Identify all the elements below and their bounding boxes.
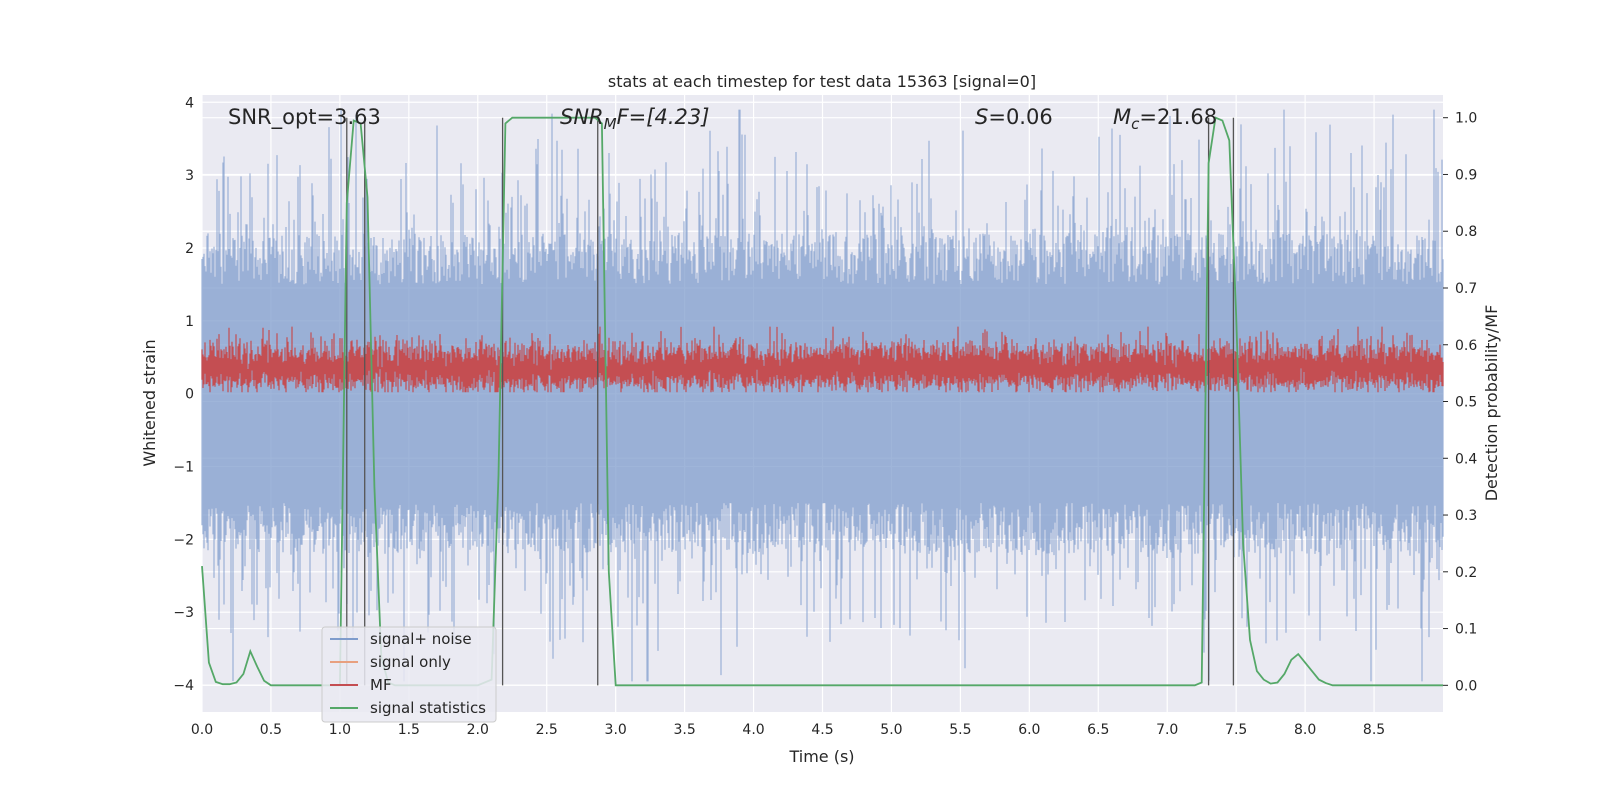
legend-label-signal-only: signal only [370, 653, 451, 671]
y-right-tick-label: 0.2 [1455, 565, 1477, 581]
y-right-axis-label: Detection probability/MF [1482, 305, 1501, 502]
y-left-tick-label: 2 [185, 241, 194, 257]
y-left-tick-label: 3 [185, 168, 194, 184]
y-left-tick-label: −4 [173, 678, 194, 694]
legend-label-signal-statistics: signal statistics [370, 699, 486, 717]
x-tick-label: 4.5 [811, 722, 833, 738]
y-right-tick-label: 0.0 [1455, 678, 1477, 694]
y-left-tick-label: 1 [185, 314, 194, 330]
y-left-tick-label: −1 [173, 460, 194, 476]
s-italic: S [975, 105, 988, 129]
x-tick-label: 1.5 [398, 722, 420, 738]
legend-label-mf: MF [370, 676, 392, 694]
mf-series [201, 326, 1444, 393]
y-right-tick-label: 0.8 [1455, 224, 1477, 240]
y-left-axis-ticks: 4 3 2 1 0 −1 −2 −3 −4 [173, 95, 194, 694]
y-left-tick-label: 0 [185, 387, 194, 403]
x-tick-label: 3.5 [673, 722, 695, 738]
mf-line [201, 326, 1444, 393]
signal-statistics-line [201, 116, 1443, 687]
x-tick-label: 1.0 [329, 722, 351, 738]
x-axis-label: Time (s) [788, 747, 854, 766]
snr-opt-annotation: SNR_opt=3.63 [228, 105, 381, 130]
s-annotation: S=0.06 [975, 105, 1053, 129]
x-tick-label: 8.0 [1294, 722, 1316, 738]
legend-box [321, 626, 497, 723]
x-tick-label: 3.0 [605, 722, 627, 738]
x-tick-label: 0.0 [191, 722, 213, 738]
x-axis-ticks: 0.0 0.5 1.0 1.5 2.0 2.5 3.0 3.5 4.0 4.5 5.0 5.5 6.0 6… [191, 722, 1385, 738]
y-right-tick-label: 0.1 [1455, 622, 1477, 638]
x-tick-label: 2.5 [536, 722, 558, 738]
x-tick-label: 0.5 [260, 722, 282, 738]
snr-mf-annotation: SNRMF=[4.23] [560, 105, 709, 133]
mc-subscript: c [1131, 115, 1140, 133]
legend: signal+ noise signal only MF signal stat… [321, 626, 497, 723]
vertical-markers [346, 117, 1235, 686]
legend-label-signal-noise: signal+ noise [370, 630, 472, 648]
y-right-axis-ticks: 1.0 0.9 0.8 0.7 0.6 0.5 0.4 0.3 0.2 0.1 0.0 [1443, 111, 1477, 694]
y-right-tick-label: 0.5 [1455, 395, 1477, 411]
mc-annotation: Mc=21.68 [1113, 105, 1217, 133]
x-tick-label: 5.0 [880, 722, 902, 738]
y-right-tick-label: 0.4 [1455, 451, 1477, 467]
x-tick-label: 8.5 [1363, 722, 1385, 738]
y-right-tick-label: 1.0 [1455, 111, 1477, 127]
snr-mf-rest: F=[4.23] [617, 105, 710, 129]
x-tick-label: 6.0 [1018, 722, 1040, 738]
y-right-tick-label: 0.3 [1455, 508, 1477, 524]
y-left-tick-label: 4 [185, 95, 194, 111]
snr-mf-main: SNR [560, 105, 604, 129]
snr-mf-subscript: M [604, 115, 617, 133]
y-left-tick-label: −3 [173, 605, 194, 621]
y-right-tick-label: 0.7 [1455, 281, 1477, 297]
x-tick-label: 5.5 [949, 722, 971, 738]
s-rest: =0.06 [988, 105, 1052, 129]
x-tick-label: 7.0 [1156, 722, 1178, 738]
signal-statistics-series [201, 116, 1443, 687]
x-tick-label: 7.5 [1225, 722, 1247, 738]
y-right-tick-label: 0.6 [1455, 338, 1477, 354]
y-right-tick-label: 0.9 [1455, 167, 1477, 183]
y-left-tick-label: −2 [173, 532, 194, 548]
x-tick-label: 2.0 [467, 722, 489, 738]
mc-rest: =21.68 [1139, 105, 1217, 129]
x-tick-label: 6.5 [1087, 722, 1109, 738]
chart-title: stats at each timestep for test data 153… [608, 72, 1036, 91]
y-left-axis-label: Whitened strain [140, 339, 159, 466]
mc-main: M [1113, 105, 1131, 129]
x-tick-label: 4.0 [742, 722, 764, 738]
